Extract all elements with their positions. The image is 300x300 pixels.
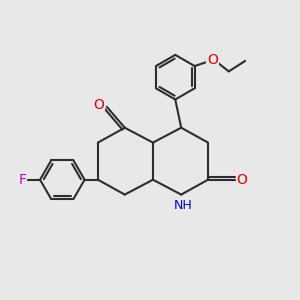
Text: O: O	[237, 173, 248, 187]
Text: NH: NH	[173, 200, 192, 212]
Text: O: O	[93, 98, 104, 112]
Text: O: O	[207, 53, 218, 67]
Text: F: F	[18, 173, 26, 187]
